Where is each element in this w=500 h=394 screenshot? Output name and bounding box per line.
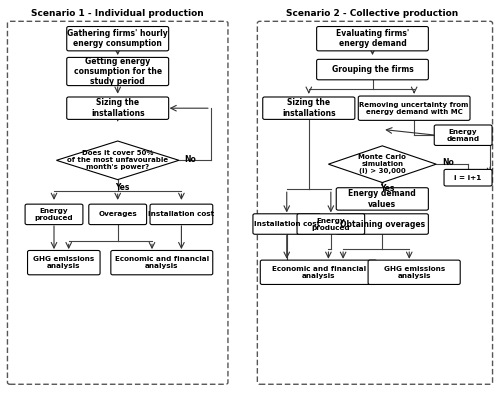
Text: GHG emissions
analysis: GHG emissions analysis [33, 256, 94, 269]
Polygon shape [328, 146, 436, 182]
FancyBboxPatch shape [28, 251, 100, 275]
Text: Scenario 1 - Individual production: Scenario 1 - Individual production [32, 9, 204, 18]
Text: Installation cost: Installation cost [254, 221, 320, 227]
Text: No: No [184, 155, 196, 164]
Text: Yes: Yes [380, 184, 394, 193]
Text: Energy
produced: Energy produced [34, 208, 74, 221]
Text: Energy
demand: Energy demand [446, 129, 480, 142]
Text: Evaluating firms'
energy demand: Evaluating firms' energy demand [336, 29, 409, 48]
FancyBboxPatch shape [368, 260, 460, 284]
Text: Yes: Yes [116, 184, 130, 193]
Text: Does it cover 50%
of the most unfavourable
month's power?: Does it cover 50% of the most unfavourab… [67, 151, 168, 170]
FancyBboxPatch shape [434, 125, 492, 145]
Text: Installation cost: Installation cost [148, 211, 214, 217]
Text: Scenario 2 - Collective production: Scenario 2 - Collective production [286, 9, 458, 18]
FancyBboxPatch shape [89, 204, 146, 225]
FancyBboxPatch shape [316, 26, 428, 51]
Text: Economic and financial
analysis: Economic and financial analysis [114, 256, 209, 269]
Text: Energy
produced: Energy produced [312, 217, 350, 230]
Polygon shape [56, 141, 179, 180]
Text: Removing uncertainty from
energy demand with MC: Removing uncertainty from energy demand … [360, 102, 469, 115]
Text: Sizing the
installations: Sizing the installations [282, 98, 336, 118]
FancyBboxPatch shape [297, 214, 364, 234]
FancyBboxPatch shape [336, 188, 428, 210]
FancyBboxPatch shape [66, 97, 168, 119]
Text: Gathering firms' hourly
energy consumption: Gathering firms' hourly energy consumpti… [68, 29, 168, 48]
FancyBboxPatch shape [260, 260, 377, 284]
Text: No: No [442, 158, 454, 167]
FancyBboxPatch shape [66, 26, 168, 51]
Text: Obtaining overages: Obtaining overages [340, 219, 425, 229]
Text: Monte Carlo
simulation
(i) > 30,000: Monte Carlo simulation (i) > 30,000 [358, 154, 406, 174]
FancyBboxPatch shape [358, 96, 470, 120]
Text: Economic and financial
analysis: Economic and financial analysis [272, 266, 366, 279]
Text: i = i+1: i = i+1 [454, 175, 481, 181]
Text: Grouping the firms: Grouping the firms [332, 65, 413, 74]
FancyBboxPatch shape [66, 58, 168, 85]
FancyBboxPatch shape [253, 214, 320, 234]
FancyBboxPatch shape [262, 97, 355, 119]
Text: Sizing the
installations: Sizing the installations [91, 98, 144, 118]
Text: Getting energy
consumption for the
study period: Getting energy consumption for the study… [74, 57, 162, 86]
Text: Energy demand
values: Energy demand values [348, 189, 416, 209]
FancyBboxPatch shape [444, 169, 492, 186]
Text: Overages: Overages [98, 211, 137, 217]
FancyBboxPatch shape [25, 204, 83, 225]
Text: GHG emissions
analysis: GHG emissions analysis [384, 266, 445, 279]
FancyBboxPatch shape [111, 251, 213, 275]
FancyBboxPatch shape [336, 214, 428, 234]
FancyBboxPatch shape [316, 59, 428, 80]
FancyBboxPatch shape [150, 204, 213, 225]
